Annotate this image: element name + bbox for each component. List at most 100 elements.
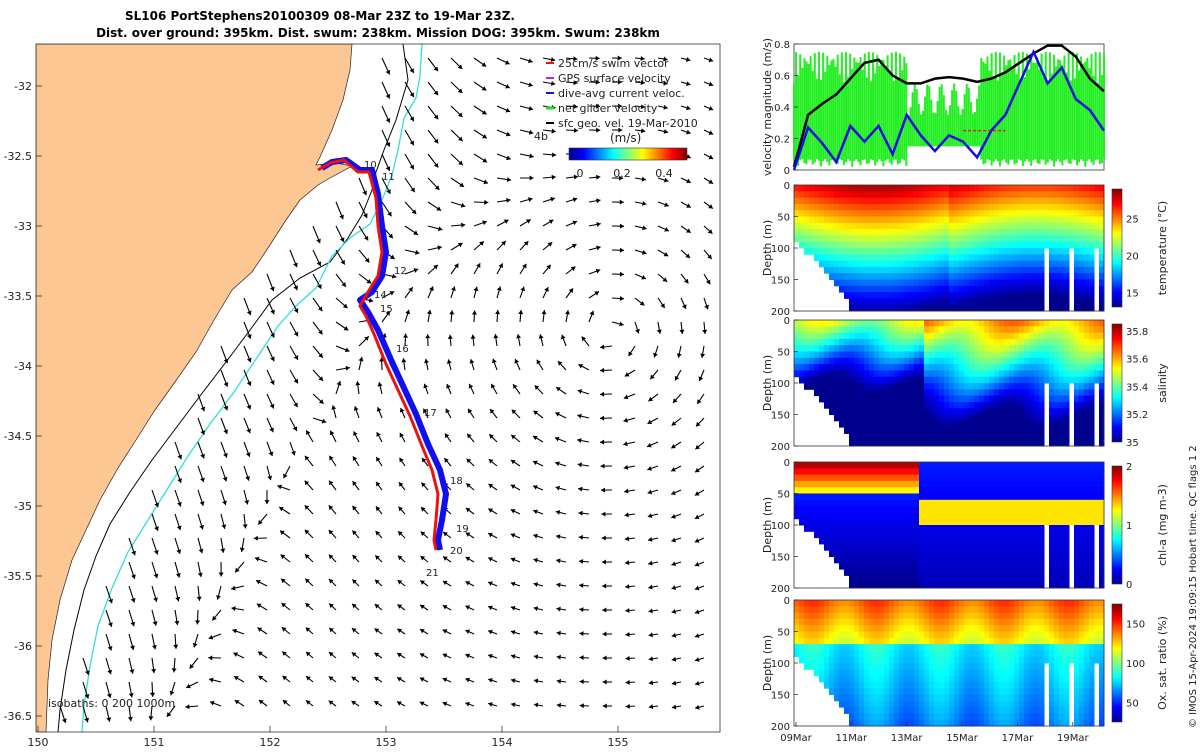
heatmap-cell (914, 358, 920, 365)
heatmap-cell (854, 557, 860, 564)
heatmap-cell (849, 531, 855, 538)
heatmap-cell (954, 544, 960, 551)
heatmap-cell (929, 408, 935, 415)
heatmap-cell (1039, 339, 1045, 346)
heatmap-cell (829, 210, 835, 217)
heatmap-cell (864, 358, 870, 365)
heatmap-cell (914, 475, 920, 482)
heatmap-cell (1094, 364, 1100, 371)
heatmap-cell (889, 396, 895, 403)
heatmap-cells (794, 320, 1105, 447)
heatmap-cell (884, 433, 890, 440)
heatmap-cell (794, 320, 800, 327)
heatmap-cell (924, 544, 930, 551)
heatmap-cell (909, 550, 915, 557)
colorbar-tick-label: 35.4 (1126, 382, 1148, 393)
heatmap-cell (989, 396, 995, 403)
heatmap-cell (1039, 408, 1045, 415)
heatmap-cell (889, 191, 895, 198)
depth-tick-label: 200 (771, 442, 790, 453)
heatmap-cell (1019, 506, 1025, 513)
heatmap-cell (909, 333, 915, 340)
heatmap-cell (984, 389, 990, 396)
heatmap-cell (864, 345, 870, 352)
heatmap-cell (859, 261, 865, 268)
heatmap-cell (924, 481, 930, 488)
heatmap-cell (909, 396, 915, 403)
heatmap-cell (834, 370, 840, 377)
heatmap-cell (794, 339, 800, 346)
heatmap-cell (834, 248, 840, 255)
heatmap-cell (879, 352, 885, 359)
heatmap-cell (1019, 364, 1025, 371)
heatmap-cell (909, 415, 915, 422)
heatmap-cell (1029, 481, 1035, 488)
heatmap-cell (934, 223, 940, 230)
heatmap-cell (1054, 402, 1060, 409)
heatmap-cell (1019, 185, 1025, 192)
heatmap-cell (1009, 326, 1015, 333)
heatmap-cell (894, 377, 900, 384)
heatmap-cell (1059, 229, 1065, 236)
heatmap-cell (919, 229, 925, 236)
heatmap-cell (804, 383, 810, 390)
heatmap-cell (1079, 525, 1085, 532)
heatmap-cell (809, 242, 815, 249)
heatmap-cell (829, 531, 835, 538)
heatmap-cell (964, 415, 970, 422)
heatmap-cell (869, 185, 875, 192)
heatmap-cell (864, 352, 870, 359)
heatmap-cell (939, 525, 945, 532)
heatmap-cell (899, 191, 905, 198)
heatmap-cell (914, 298, 920, 305)
heatmap-cell (814, 625, 820, 632)
heatmap-cell (1004, 563, 1010, 570)
heatmap-cell (939, 333, 945, 340)
heatmap-cell (844, 191, 850, 198)
heatmap-cell (824, 235, 830, 242)
heatmap-cell (929, 389, 935, 396)
heatmap-cell (1014, 575, 1020, 582)
heatmap-cell (874, 544, 880, 551)
heatmap-cell (794, 191, 800, 198)
heatmap-cell (954, 333, 960, 340)
heatmap-cell (889, 217, 895, 224)
heatmap-cell (869, 487, 875, 494)
heatmap-cell (854, 402, 860, 409)
heatmap-cell (1069, 462, 1075, 469)
heatmap-cell (974, 569, 980, 576)
heatmap-cell (954, 191, 960, 198)
heatmap-cell (939, 402, 945, 409)
heatmap-cell (949, 557, 955, 564)
depth-tick-label: 0 (784, 181, 790, 192)
heatmap-cell (844, 462, 850, 469)
heatmap-cell (934, 396, 940, 403)
heatmap-cell (964, 235, 970, 242)
heatmap-cell (904, 358, 910, 365)
heatmap-cell (814, 370, 820, 377)
heatmap-cell (999, 364, 1005, 371)
heatmap-cell (854, 333, 860, 340)
heatmap-cell (794, 606, 800, 613)
heatmap-cell (864, 242, 870, 249)
heatmap-cell (799, 217, 805, 224)
heatmap-cell (1009, 352, 1015, 359)
heatmap-cell (949, 569, 955, 576)
heatmap-cell (849, 427, 855, 434)
heatmap-cell (954, 468, 960, 475)
heatmap-cell (1004, 538, 1010, 545)
heatmap-cell (899, 248, 905, 255)
heatmap-cell (909, 210, 915, 217)
heatmap-cell (809, 600, 815, 607)
heatmap-cell (1034, 557, 1040, 564)
heatmap-cell (1089, 475, 1095, 482)
heatmap-cell (1074, 421, 1080, 428)
heatmap-cell (994, 427, 1000, 434)
heatmap-cell (969, 582, 975, 589)
heatmap-cell (989, 557, 995, 564)
heatmap-cell (939, 582, 945, 589)
heatmap-cell (989, 462, 995, 469)
heatmap-cell (914, 292, 920, 299)
heatmap-cell (1024, 248, 1030, 255)
heatmap-cell (964, 204, 970, 211)
